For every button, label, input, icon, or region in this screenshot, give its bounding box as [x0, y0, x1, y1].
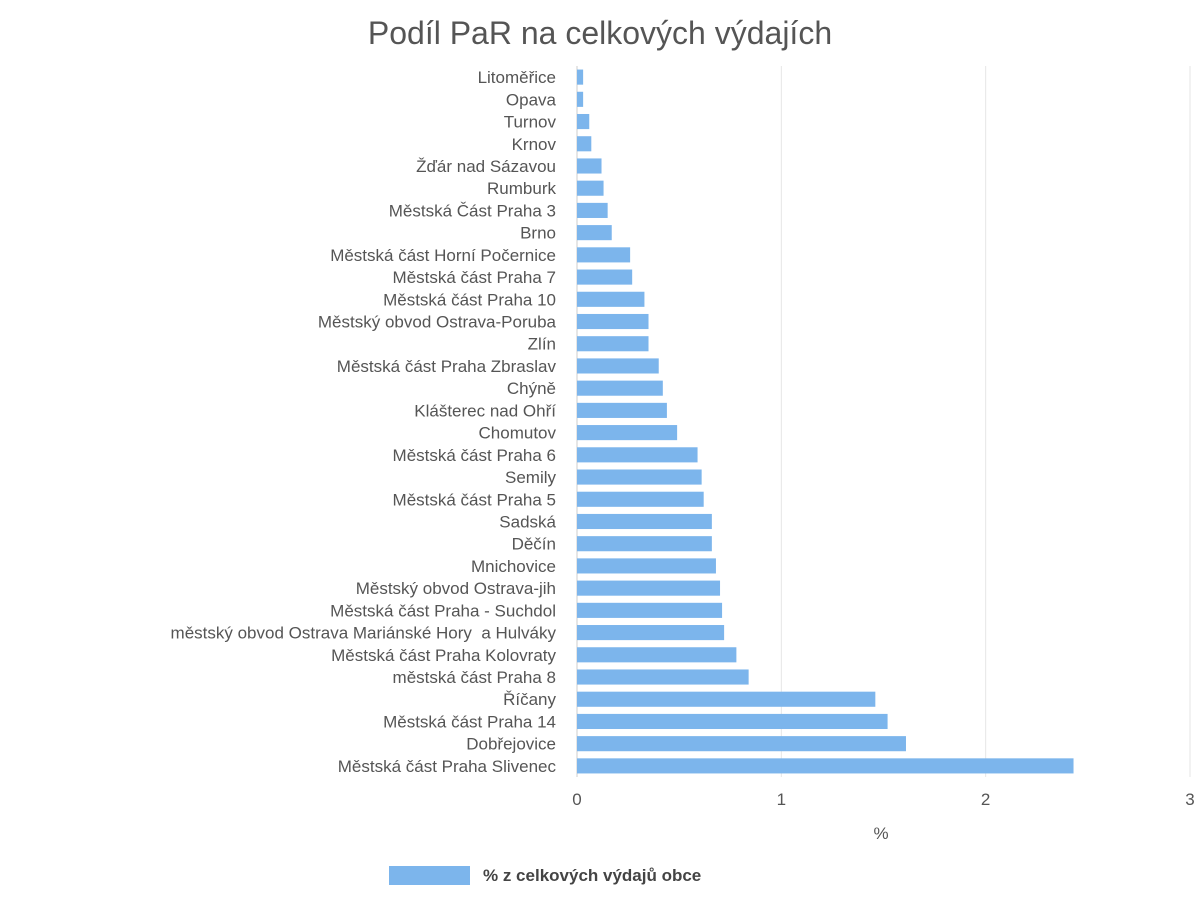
category-label: Městská část Horní Počernice: [330, 246, 556, 265]
bar[interactable]: [577, 336, 649, 352]
x-axis-ticks: 0 1 2 3: [572, 790, 1194, 809]
bar[interactable]: [577, 202, 608, 218]
category-label: Opava: [506, 90, 557, 109]
x-tick-label: 2: [981, 790, 990, 809]
bar[interactable]: [577, 180, 604, 196]
bar[interactable]: [577, 491, 704, 507]
bar[interactable]: [577, 669, 749, 685]
bar[interactable]: [577, 69, 584, 85]
bar[interactable]: [577, 758, 1074, 774]
category-label: Brno: [520, 224, 556, 243]
bar[interactable]: [577, 580, 721, 596]
category-label: Chýně: [507, 379, 556, 398]
category-label: Městská část Praha 5: [393, 490, 556, 509]
category-label: Říčany: [503, 690, 556, 709]
category-label: Turnov: [504, 113, 557, 132]
bar[interactable]: [577, 91, 584, 107]
category-label: Semily: [505, 468, 557, 487]
bar[interactable]: [577, 736, 906, 752]
category-label: městský obvod Ostrava Mariánské Hory a H…: [171, 624, 557, 643]
category-labels: Litoměřice Opava Turnov Krnov Žďár nad Sázav…: [171, 68, 557, 776]
category-label: Chomutov: [479, 424, 557, 443]
category-label: Městská část Praha 7: [393, 268, 556, 287]
category-label: Městská část Praha Kolovraty: [331, 646, 556, 665]
bar[interactable]: [577, 647, 737, 663]
bar[interactable]: [577, 447, 698, 463]
bar[interactable]: [577, 136, 592, 152]
bar[interactable]: [577, 713, 888, 730]
bar[interactable]: [577, 225, 612, 241]
category-label: Městská část Praha Slivenec: [338, 757, 557, 776]
x-tick-label: 3: [1185, 790, 1194, 809]
bar[interactable]: [577, 425, 678, 441]
bar[interactable]: [577, 269, 633, 285]
bar[interactable]: [577, 313, 649, 330]
bar[interactable]: [577, 558, 716, 574]
category-label: Městská část Praha 14: [383, 712, 556, 731]
category-label: Klášterec nad Ohří: [414, 401, 556, 420]
category-label: Městská část Praha 6: [393, 446, 556, 465]
category-label: Žďár nad Sázavou: [416, 157, 556, 176]
category-label: Sadská: [499, 512, 556, 531]
bar[interactable]: [577, 691, 876, 707]
bar[interactable]: [577, 536, 712, 552]
bar[interactable]: [577, 625, 725, 641]
bar[interactable]: [577, 380, 663, 396]
category-label: Litoměřice: [478, 68, 556, 87]
category-label: Městská část Praha 10: [383, 290, 556, 309]
bars: [577, 69, 1074, 774]
bar[interactable]: [577, 358, 659, 374]
category-label: Městský obvod Ostrava-Poruba: [318, 313, 557, 332]
category-label: Městská část Praha - Suchdol: [330, 601, 556, 620]
bar[interactable]: [577, 291, 645, 307]
category-label: Městská část Praha Zbraslav: [337, 357, 557, 376]
legend-swatch: [389, 866, 470, 885]
category-label: Krnov: [512, 135, 557, 154]
category-label: městská část Praha 8: [393, 668, 556, 687]
bar[interactable]: [577, 469, 702, 485]
bar[interactable]: [577, 247, 631, 263]
chart-title: Podíl PaR na celkových výdajích: [368, 15, 832, 51]
bar[interactable]: [577, 513, 712, 530]
category-label: Mnichovice: [471, 557, 556, 576]
bar[interactable]: [577, 602, 723, 618]
x-tick-label: 1: [777, 790, 786, 809]
bar[interactable]: [577, 113, 590, 130]
category-label: Městská Část Praha 3: [389, 201, 556, 220]
legend-label: % z celkových výdajů obce: [483, 866, 701, 885]
legend[interactable]: % z celkových výdajů obce: [389, 866, 701, 885]
bar[interactable]: [577, 402, 667, 418]
category-label: Městský obvod Ostrava-jih: [356, 579, 556, 598]
category-label: Rumburk: [487, 179, 556, 198]
x-axis-title: %: [873, 824, 888, 843]
bar[interactable]: [577, 158, 602, 174]
x-tick-label: 0: [572, 790, 581, 809]
category-label: Zlín: [528, 335, 556, 354]
category-label: Děčín: [512, 535, 556, 554]
category-label: Dobřejovice: [466, 735, 556, 754]
